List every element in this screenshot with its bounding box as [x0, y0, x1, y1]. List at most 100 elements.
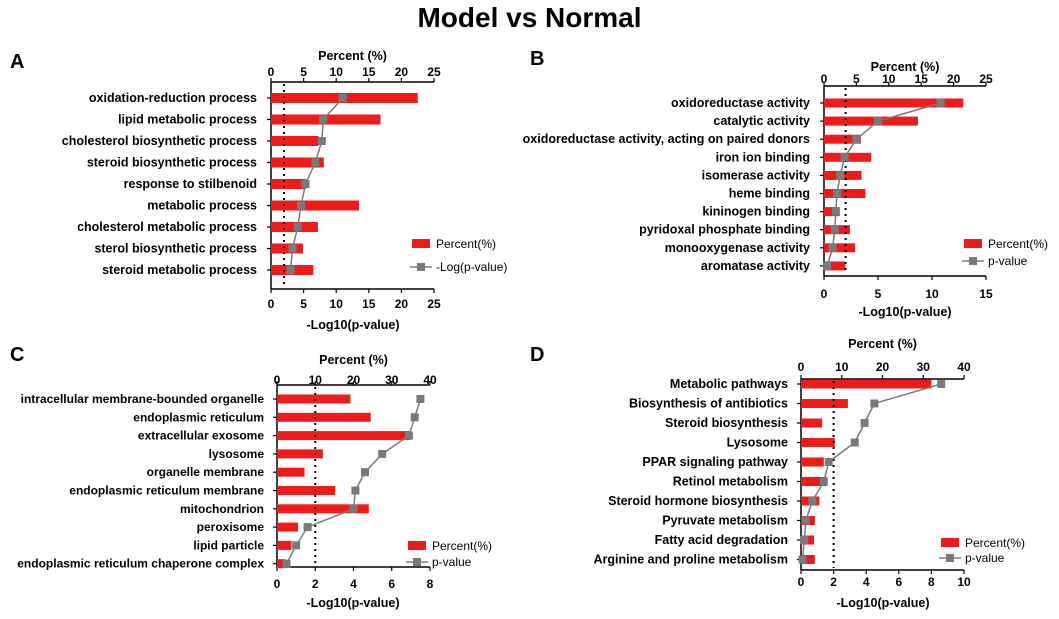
bottom-tick-label: 5 [300, 297, 307, 311]
percent-bar [824, 98, 964, 108]
legend-line-marker [969, 257, 977, 265]
bottom-tick-label: 0 [798, 575, 805, 589]
bottom-tick-label: 0 [268, 297, 275, 311]
legend-line-marker [417, 263, 425, 271]
category-label: Biosynthesis of antibiotics [629, 397, 788, 411]
percent-bar [824, 207, 840, 217]
panel-letter: D [530, 344, 544, 366]
legend-line-marker [413, 558, 421, 566]
pvalue-point [823, 261, 832, 270]
bottom-axis-label: -Log10(p-value) [306, 596, 399, 610]
pvalue-point [360, 468, 369, 477]
category-label: heme binding [729, 187, 810, 201]
pvalue-point [870, 399, 879, 408]
bottom-tick-label: 25 [427, 297, 441, 311]
top-tick-label: 10 [835, 360, 849, 374]
pvalue-point [311, 158, 320, 167]
top-tick-label: 20 [876, 360, 890, 374]
top-tick-label: 15 [362, 65, 376, 79]
bottom-tick-label: 10 [330, 297, 344, 311]
category-label: Metabolic pathways [670, 377, 788, 391]
legend-bar-label: Percent(%) [965, 536, 1025, 550]
bottom-tick-label: 0 [274, 577, 281, 591]
category-label: steroid metabolic process [102, 263, 257, 277]
pvalue-point [378, 449, 387, 458]
pvalue-point [828, 243, 837, 252]
chart-panel-c: C Percent (%) 0 10 20 30 40 0 2 4 6 8 -Log10(p-value… [10, 344, 492, 610]
pvalue-point [801, 516, 810, 525]
top-tick-label: 20 [347, 373, 361, 387]
top-tick-label: 10 [882, 72, 896, 86]
top-tick-label: 30 [917, 360, 931, 374]
bottom-tick-label: 8 [928, 575, 935, 589]
top-axis-label: Percent (%) [318, 49, 387, 63]
category-label: peroxisome [197, 520, 265, 534]
bottom-tick-label: 4 [863, 575, 870, 589]
legend-bar-swatch [408, 541, 426, 550]
panel-letter: A [10, 51, 24, 73]
pvalue-point [303, 523, 312, 532]
category-label: cholesterol metabolic process [77, 220, 257, 234]
pvalue-point [351, 486, 360, 495]
category-label: intracellular membrane-bounded organelle [21, 392, 265, 406]
bottom-tick-label: 5 [875, 287, 882, 301]
pvalue-line [285, 398, 422, 565]
legend: Percent(%) p-value [406, 539, 492, 569]
pvalue-point [404, 431, 413, 440]
bottom-tick-label: 2 [830, 575, 837, 589]
top-tick-label: 30 [385, 373, 399, 387]
category-label: oxidation-reduction process [89, 91, 257, 105]
percent-bar [824, 116, 918, 126]
pvalue-point [286, 266, 295, 274]
top-tick-label: 40 [423, 373, 437, 387]
category-label: Steroid biosynthesis [665, 416, 788, 430]
percent-bar [277, 467, 305, 477]
pvalue-point [282, 559, 291, 568]
top-tick-label: 10 [309, 373, 323, 387]
pvalue-point [292, 541, 301, 550]
top-tick-label: 10 [330, 65, 344, 79]
pvalue-point [831, 207, 840, 216]
percent-bar [271, 179, 307, 189]
top-tick-label: 5 [853, 72, 860, 86]
category-label: Steroid hormone biosynthesis [608, 494, 788, 508]
percent-bar [277, 522, 299, 532]
category-label: iron ion binding [716, 150, 810, 164]
category-label: PPAR signaling pathway [642, 455, 788, 469]
legend-line-label: p-value [988, 254, 1028, 268]
pvalue-point [319, 115, 328, 124]
category-label: organelle membrane [147, 465, 265, 479]
pvalue-point [798, 555, 807, 564]
bottom-tick-label: 15 [979, 287, 993, 301]
category-label: steroid biosynthetic process [87, 156, 257, 170]
category-label: monooxygenase activity [665, 241, 810, 255]
category-label: Retinol metabolism [673, 475, 788, 489]
percent-bar [801, 555, 815, 564]
pvalue-point [840, 153, 849, 162]
percent-bar [801, 399, 848, 408]
top-tick-label: 5 [300, 65, 307, 79]
top-tick-label: 25 [427, 65, 441, 79]
bottom-axis-label: -Log10(p-value) [306, 318, 399, 332]
pvalue-point [819, 477, 828, 486]
pvalue-point [830, 225, 839, 234]
pvalue-point [338, 94, 347, 102]
legend-bar-swatch [964, 239, 982, 248]
panel-letter: B [530, 48, 544, 70]
top-tick-label: 20 [395, 65, 409, 79]
top-tick-label: 20 [947, 72, 961, 86]
percent-bar [277, 540, 292, 550]
pvalue-point [800, 536, 809, 544]
bottom-tick-label: 0 [821, 287, 828, 301]
legend-line-label: p-value [965, 551, 1005, 565]
category-label: catalytic activity [713, 114, 810, 128]
pvalue-point [936, 99, 945, 107]
percent-bar [824, 134, 861, 144]
pvalue-point [860, 419, 869, 427]
percent-bar [277, 394, 351, 404]
category-label: endoplasmic reticulum chaperone complex [17, 557, 264, 571]
pvalue-point [317, 137, 326, 145]
pvalue-line [826, 102, 941, 267]
category-label: oxidoreductase activity, acting on paire… [523, 132, 810, 146]
percent-bar [277, 431, 411, 441]
